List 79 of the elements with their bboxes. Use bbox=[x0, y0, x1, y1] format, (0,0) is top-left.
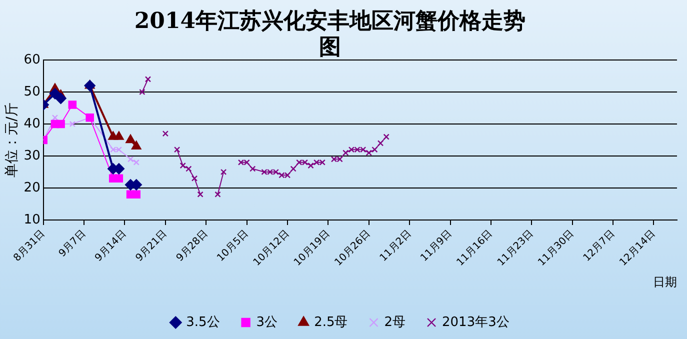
point bbox=[296, 159, 302, 166]
x-tick-label: 12月14日 bbox=[618, 228, 658, 268]
point bbox=[52, 114, 58, 121]
legend-label: 2013年3公 bbox=[442, 314, 510, 330]
x-tick-label: 10月5日 bbox=[215, 228, 251, 264]
x-tick-label: 11月23日 bbox=[496, 228, 536, 268]
point bbox=[114, 174, 124, 183]
point bbox=[342, 150, 349, 156]
point bbox=[360, 146, 366, 153]
x-tick-label: 9月21日 bbox=[134, 228, 170, 264]
point bbox=[174, 146, 180, 153]
point bbox=[302, 159, 308, 166]
y-tick-label: 40 bbox=[24, 116, 40, 132]
point bbox=[139, 88, 146, 96]
point bbox=[55, 92, 66, 104]
point bbox=[250, 166, 256, 172]
point bbox=[348, 146, 355, 153]
x-tick-label: 9月28日 bbox=[174, 228, 210, 264]
x-tick-label: 11月2日 bbox=[378, 228, 414, 264]
x-axis-title: 日期 bbox=[653, 274, 677, 289]
x-tick-label: 8月31日 bbox=[12, 228, 48, 264]
point bbox=[126, 134, 136, 144]
y-tick-label: 20 bbox=[24, 180, 40, 196]
point bbox=[238, 159, 244, 166]
point bbox=[68, 100, 77, 109]
point bbox=[191, 175, 198, 182]
point bbox=[84, 80, 96, 92]
point bbox=[214, 191, 221, 198]
point bbox=[180, 162, 186, 169]
point bbox=[162, 130, 168, 137]
legend-label: 3公 bbox=[256, 314, 278, 330]
x-tick-label: 11月9日 bbox=[418, 228, 454, 264]
legend-label: 2母 bbox=[384, 314, 406, 330]
point bbox=[290, 166, 296, 172]
point bbox=[266, 168, 274, 176]
point bbox=[261, 168, 268, 176]
point bbox=[220, 168, 227, 176]
x-tick-label: 12月7日 bbox=[582, 228, 618, 264]
point bbox=[319, 159, 326, 166]
point bbox=[133, 159, 140, 166]
chart-title: 2014年江苏兴化安丰地区河蟹价格走势图 bbox=[133, 8, 527, 60]
point bbox=[272, 168, 279, 176]
point bbox=[244, 159, 250, 166]
point bbox=[114, 131, 124, 140]
point bbox=[308, 162, 314, 169]
x-tick-label: 10月12日 bbox=[252, 228, 292, 268]
point bbox=[284, 172, 291, 178]
y-tick-label: 10 bbox=[24, 212, 40, 228]
y-tick-label: 60 bbox=[24, 52, 40, 68]
point bbox=[132, 190, 140, 199]
y-tick-label: 30 bbox=[24, 148, 40, 164]
legend-label: 2.5母 bbox=[314, 314, 348, 330]
x-tick-label: 11月16日 bbox=[455, 228, 495, 268]
x-tick-label: 9月7日 bbox=[57, 228, 88, 260]
point bbox=[131, 140, 142, 150]
point bbox=[377, 140, 384, 146]
point bbox=[383, 134, 390, 140]
point bbox=[313, 159, 320, 166]
legend-label: 3.5公 bbox=[186, 314, 220, 330]
x-tick-label: 9月14日 bbox=[93, 228, 129, 264]
point bbox=[116, 146, 122, 153]
point bbox=[366, 150, 372, 156]
point bbox=[354, 146, 360, 153]
x-tick-label: 10月19日 bbox=[292, 228, 332, 268]
point bbox=[372, 146, 378, 153]
point bbox=[69, 120, 76, 128]
point bbox=[336, 156, 343, 162]
point bbox=[110, 146, 116, 153]
point bbox=[49, 88, 61, 100]
y-axis-title: 单位：元/斤 bbox=[4, 102, 20, 178]
point bbox=[127, 156, 134, 162]
x-tick-label: 10月26日 bbox=[332, 228, 373, 268]
point bbox=[186, 166, 192, 172]
point bbox=[278, 172, 285, 178]
y-tick-label: 50 bbox=[24, 84, 40, 100]
point bbox=[197, 191, 204, 198]
x-tick-label: 11月30日 bbox=[536, 228, 576, 268]
point bbox=[144, 76, 152, 82]
point bbox=[330, 156, 338, 162]
